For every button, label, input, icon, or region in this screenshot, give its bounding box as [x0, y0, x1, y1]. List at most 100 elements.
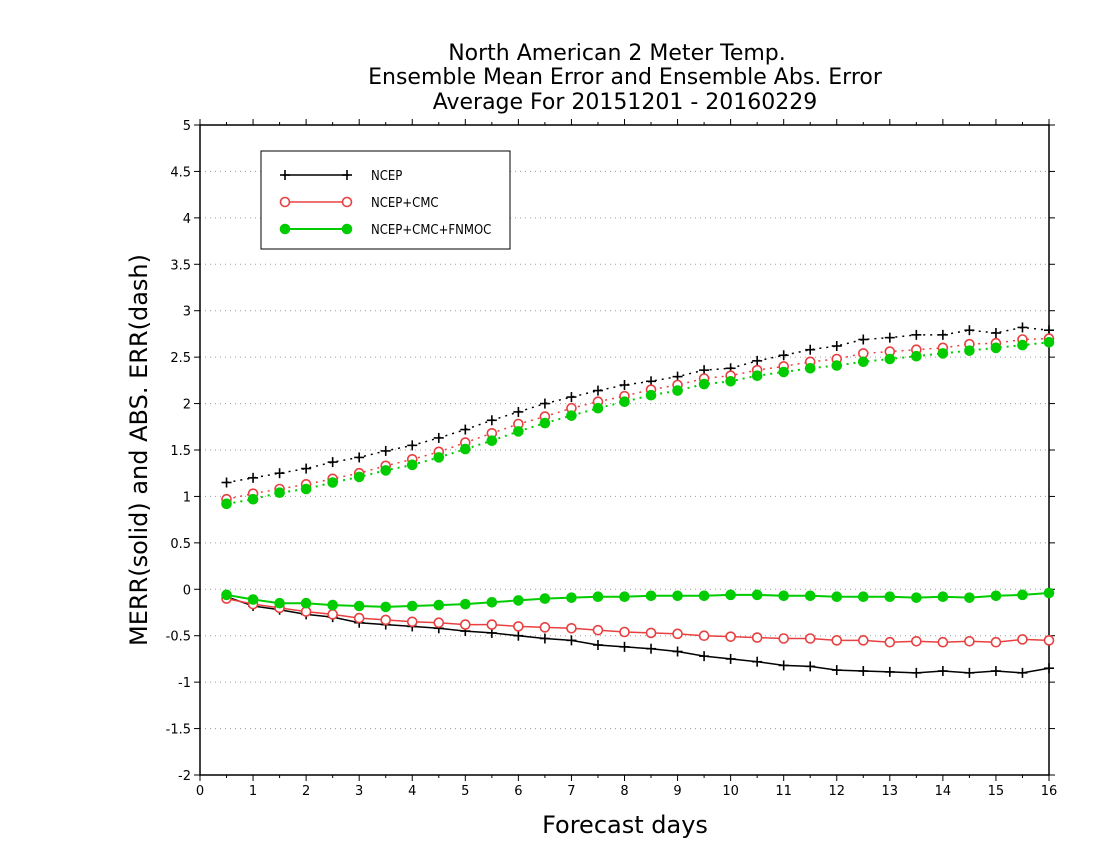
merr-point-ncep-cmc	[672, 628, 683, 640]
y-axis-label: MERR(solid) and ABS. ERR(dash)	[125, 254, 153, 646]
merr-point-ncep	[884, 666, 895, 677]
abserr-point-ncep-cmc-fnmoc	[725, 375, 736, 387]
abserr-point-ncep	[221, 477, 232, 488]
legend-entry-ncep: NCEP	[280, 169, 402, 184]
abserr-point-ncep-cmc-fnmoc	[274, 487, 285, 499]
x-tick-label: 15	[988, 784, 1005, 799]
abserr-point-ncep	[327, 457, 338, 468]
x-tick-label: 7	[567, 784, 575, 799]
abserr-point-ncep-cmc-fnmoc	[1017, 339, 1028, 351]
abserr-point-ncep	[752, 355, 763, 366]
merr-point-ncep-cmc	[592, 624, 604, 636]
y-tick-label: 0.5	[170, 537, 191, 552]
legend-label-ncep-cmc: NCEP+CMC	[371, 196, 439, 211]
abserr-point-ncep	[301, 463, 312, 474]
abserr-point-ncep	[937, 329, 948, 340]
abserr-point-ncep-cmc-fnmoc	[751, 370, 763, 382]
y-tick-label: 4	[183, 212, 191, 227]
abserr-point-ncep-cmc-fnmoc	[698, 378, 710, 390]
merr-point-ncep-cmc	[1043, 635, 1055, 646]
x-tick-label: 16	[1041, 784, 1058, 799]
abserr-line-ncep-cmc-fnmoc	[226, 341, 1050, 505]
abserr-point-ncep-cmc-fnmoc	[221, 498, 232, 510]
merr-point-ncep-cmc-fnmoc	[353, 600, 365, 612]
series-area	[221, 322, 1055, 678]
merr-point-ncep-cmc-fnmoc	[566, 592, 577, 603]
merr-point-ncep-cmc	[619, 626, 630, 638]
merr-point-ncep	[937, 666, 948, 676]
abserr-point-ncep	[407, 440, 418, 451]
merr-point-ncep-cmc	[964, 635, 975, 647]
abserr-point-ncep-cmc-fnmoc	[592, 402, 604, 414]
merr-point-ncep-cmc	[884, 636, 896, 648]
merr-point-ncep-cmc-fnmoc	[751, 589, 763, 601]
abserr-point-ncep-cmc-fnmoc	[884, 353, 896, 365]
x-tick-label: 12	[828, 784, 845, 799]
merr-point-ncep-cmc	[460, 619, 471, 630]
abserr-point-ncep-cmc-fnmoc	[645, 389, 657, 401]
series-ncep-cmc-fnmoc	[221, 336, 1055, 613]
merr-point-ncep-cmc-fnmoc	[433, 599, 445, 611]
merr-point-ncep-cmc	[990, 636, 1002, 648]
legend-marker-left	[279, 196, 291, 208]
merr-point-ncep-cmc-fnmoc	[460, 598, 471, 610]
abserr-point-ncep-cmc-fnmoc	[831, 360, 843, 371]
x-tick-label: 5	[461, 784, 469, 799]
abserr-point-ncep-cmc-fnmoc	[672, 385, 683, 396]
merr-point-ncep-cmc	[1017, 634, 1028, 645]
merr-point-ncep-cmc-fnmoc	[486, 596, 498, 608]
abserr-point-ncep-cmc-fnmoc	[380, 465, 392, 476]
merr-point-ncep-cmc	[751, 632, 763, 643]
merr-point-ncep	[778, 660, 789, 671]
merr-point-ncep-cmc-fnmoc	[274, 597, 285, 609]
merr-point-ncep-cmc-fnmoc	[406, 600, 418, 612]
legend: NCEP NCEP+CMC NCEP+CMC+FNMOC	[260, 150, 511, 250]
x-axis-label: Forecast days	[542, 811, 708, 839]
merr-point-ncep-cmc	[513, 621, 524, 632]
merr-point-ncep-cmc	[486, 619, 498, 630]
merr-point-ncep-cmc	[857, 635, 869, 646]
merr-point-ncep-cmc	[406, 616, 418, 628]
merr-point-ncep-cmc-fnmoc	[884, 591, 896, 603]
merr-point-ncep-cmc	[380, 614, 392, 626]
legend-marker-right	[341, 196, 353, 208]
merr-point-ncep	[1017, 667, 1028, 678]
merr-point-ncep	[725, 653, 736, 664]
abserr-point-ncep	[566, 392, 577, 403]
merr-point-ncep-cmc	[566, 622, 577, 634]
merr-point-ncep-cmc	[539, 622, 551, 633]
legend-label-ncep: NCEP	[371, 169, 402, 184]
merr-point-ncep	[990, 666, 1001, 676]
legend-marker-left	[279, 223, 291, 235]
abserr-point-ncep	[460, 424, 471, 435]
abserr-point-ncep	[831, 341, 842, 351]
abserr-point-ncep-cmc-fnmoc	[804, 362, 816, 374]
abserr-point-ncep	[539, 398, 550, 409]
x-tick-label: 14	[935, 784, 952, 799]
merr-point-ncep-cmc	[911, 635, 922, 647]
abserr-point-ncep	[592, 385, 603, 396]
merr-point-ncep-cmc-fnmoc	[804, 590, 816, 602]
merr-point-ncep-cmc	[353, 612, 365, 624]
merr-point-ncep	[1044, 663, 1054, 674]
merr-point-ncep	[911, 667, 922, 678]
merr-point-ncep	[646, 643, 657, 654]
merr-point-ncep-cmc-fnmoc	[778, 590, 789, 602]
abserr-point-ncep-cmc-fnmoc	[513, 426, 524, 437]
y-tick-label: 5	[183, 119, 191, 134]
merr-point-ncep	[672, 646, 683, 657]
axes: -2-1.5-1-0.500.511.522.533.544.550 1 2 3 4 5 6…	[166, 119, 1058, 799]
series-ncep	[221, 322, 1054, 678]
abserr-point-ncep	[884, 332, 895, 343]
x-tick-label: 10	[722, 784, 739, 799]
abserr-point-ncep-cmc-fnmoc	[778, 366, 789, 378]
merr-point-ncep-cmc-fnmoc	[725, 589, 736, 601]
abserr-point-ncep	[354, 452, 365, 463]
legend-box	[260, 150, 511, 250]
x-tick-label: 11	[775, 784, 792, 799]
abserr-point-ncep-cmc-fnmoc	[433, 452, 445, 463]
y-tick-label: -2	[178, 769, 191, 784]
abserr-point-ncep-cmc-fnmoc	[406, 459, 418, 471]
x-tick-label: 4	[408, 784, 416, 799]
merr-point-ncep-cmc-fnmoc	[698, 590, 710, 602]
